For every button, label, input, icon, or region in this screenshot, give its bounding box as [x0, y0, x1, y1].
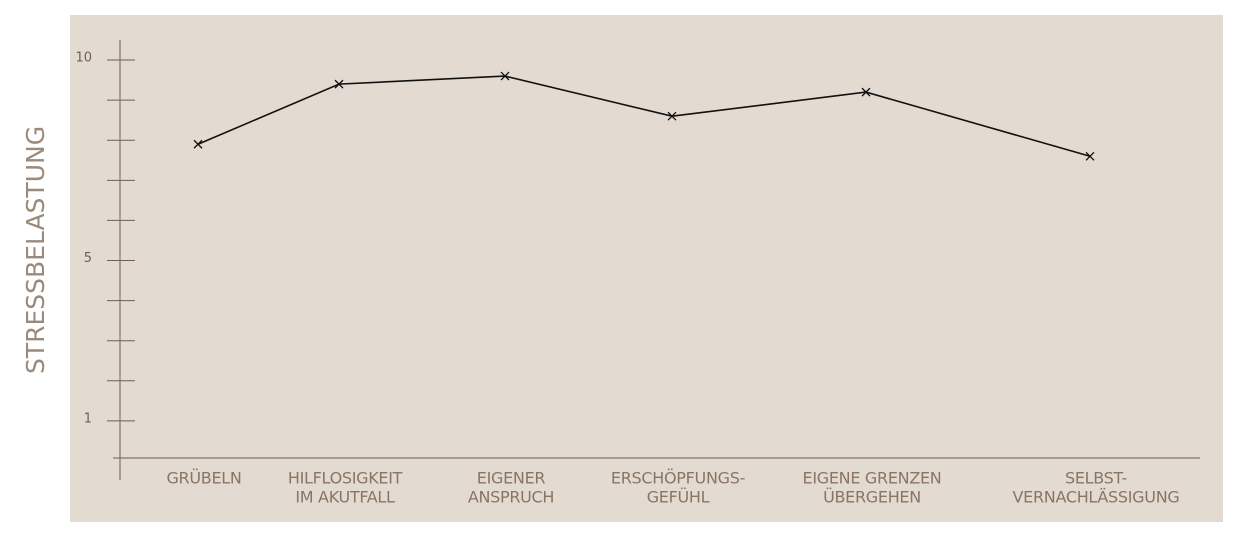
- data-line: [197, 75, 1091, 158]
- data-marker: [193, 139, 203, 149]
- chart-background: [70, 15, 1223, 522]
- y-tick-label: 5: [84, 251, 92, 266]
- x-tick-label: EIGENER: [477, 469, 546, 488]
- x-tick-label: VERNACHLÄSSIGUNG: [1013, 488, 1180, 507]
- y-tick-label: 1: [84, 411, 92, 426]
- data-marker: [667, 111, 677, 121]
- x-tick-label: IM AKUTFALL: [295, 488, 395, 507]
- x-tick-label: SELBST-: [1065, 469, 1127, 488]
- x-tick-label: ERSCHÖPFUNGS-: [611, 469, 745, 488]
- x-tick-label: ANSPRUCH: [468, 488, 554, 507]
- x-tick-label: HILFLOSIGKEIT: [288, 469, 403, 488]
- x-tick-label: ÜBERGEHEN: [823, 488, 921, 507]
- y-tick-label: 10: [75, 51, 92, 66]
- data-marker: [861, 87, 871, 97]
- data-marker: [1085, 151, 1095, 161]
- data-marker: [334, 79, 344, 89]
- data-marker: [500, 71, 510, 81]
- x-tick-label: GEFÜHL: [647, 488, 710, 507]
- x-tick-label: EIGENE GRENZEN: [803, 469, 942, 488]
- x-tick-label: GRÜBELN: [166, 469, 241, 488]
- y-axis-title: STRESSBELASTUNG: [21, 126, 50, 374]
